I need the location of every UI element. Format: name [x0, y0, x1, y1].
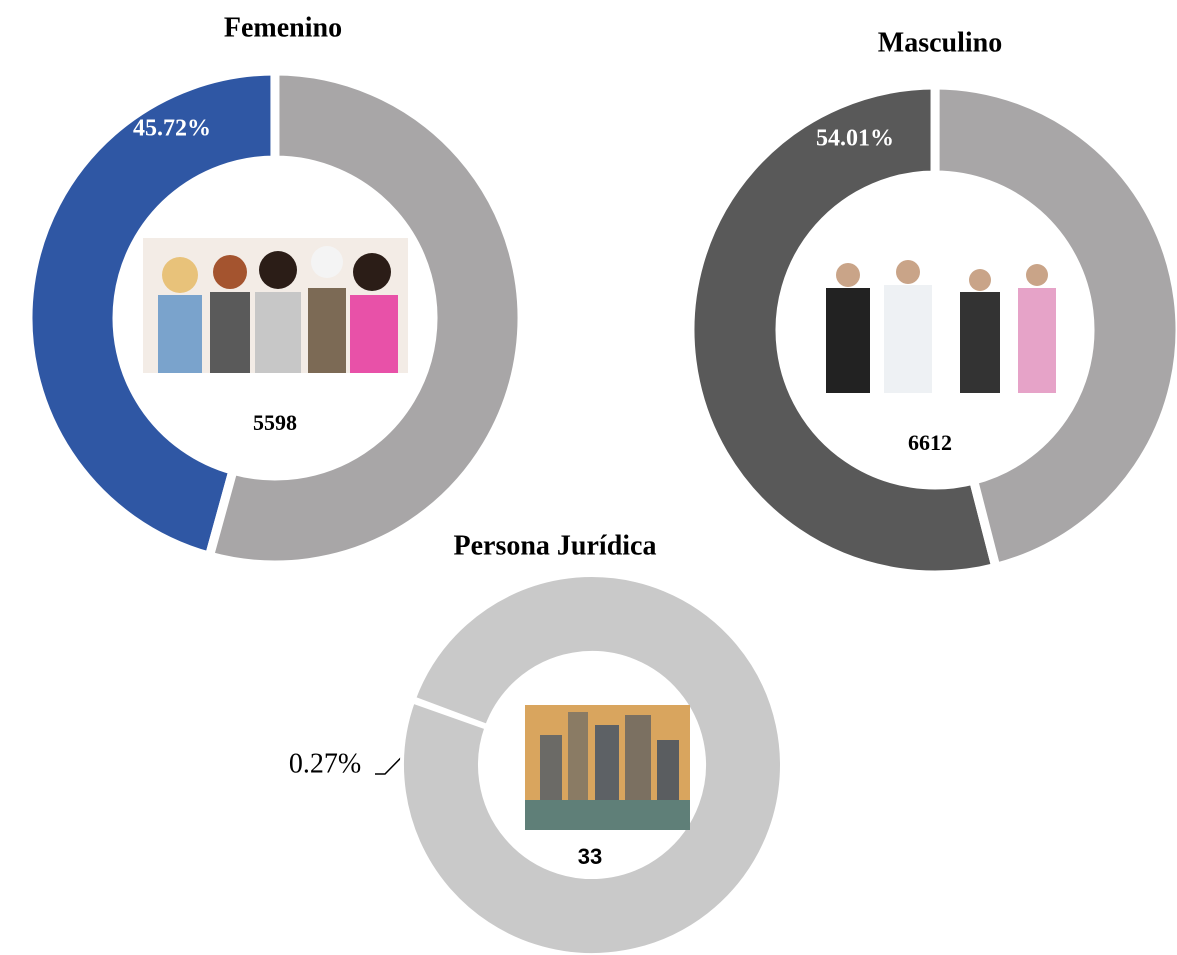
center-total: 6612 [908, 430, 952, 455]
donut-segment [930, 80, 1177, 573]
value-label: 54.01% [816, 126, 894, 152]
center-total: 5598 [253, 410, 297, 435]
value-label: 0.27% [289, 748, 361, 779]
city-photo [525, 705, 690, 830]
chart-title: Persona Jurídica [454, 530, 657, 561]
center-total: 33 [578, 844, 602, 869]
chart-title: Femenino [224, 12, 342, 43]
donut-segment [685, 80, 1002, 580]
women-photo [143, 238, 408, 373]
donut-segment [400, 573, 784, 955]
donut-segment [203, 66, 527, 570]
donut-segment [23, 66, 280, 562]
value-label: 45.72% [133, 116, 211, 142]
chart-title: Masculino [878, 27, 1002, 58]
men-photo [826, 260, 1056, 393]
